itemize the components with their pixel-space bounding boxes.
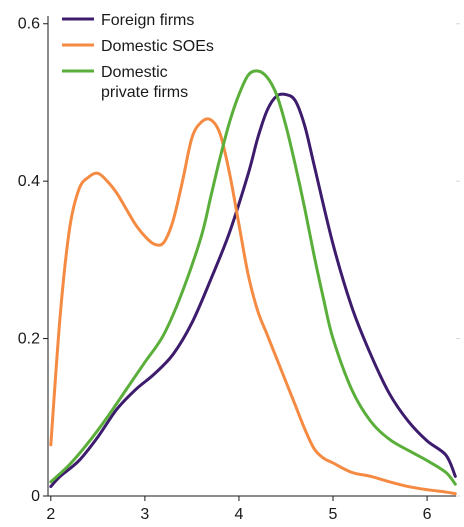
legend-label-foreign-firms: Foreign firms xyxy=(101,12,194,29)
x-tick-label: 3 xyxy=(140,506,149,523)
series-line-foreign-firms xyxy=(49,92,457,489)
series-lines xyxy=(49,69,457,496)
x-tick-label: 6 xyxy=(423,506,432,523)
y-tick-label: 0.4 xyxy=(18,173,40,190)
x-tick-label: 2 xyxy=(46,506,55,523)
series-line-domestic-soes xyxy=(49,117,457,496)
x-tick-label: 4 xyxy=(234,506,243,523)
series-line-domestic-private-firms xyxy=(49,69,457,486)
y-tick-label: 0 xyxy=(31,488,40,505)
legend-label-domestic-private-firms: Domestic xyxy=(101,64,168,81)
legend-label-domestic-soes: Domestic SOEs xyxy=(101,38,214,55)
legend: Foreign firms Domestic SOEs Domestic privat… xyxy=(62,12,214,101)
y-tick-label: 0.2 xyxy=(18,331,40,348)
axes: 0 0.2 0.4 0.6 2 3 4 5 6 xyxy=(18,16,460,523)
x-tick-label: 5 xyxy=(329,506,338,523)
y-tick-label: 0.6 xyxy=(18,16,40,33)
legend-label-domestic-private-firms: private firms xyxy=(101,84,188,101)
